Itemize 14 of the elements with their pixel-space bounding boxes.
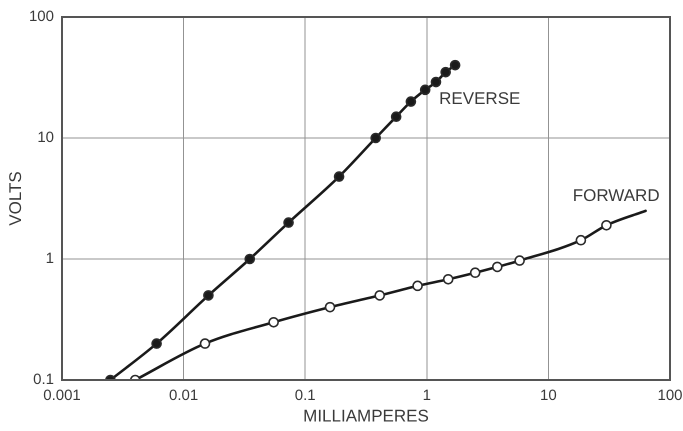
x-tick-label: 10 [540, 387, 557, 404]
x-tick-label: 0.1 [294, 387, 316, 404]
series-label: FORWARD [572, 186, 660, 205]
x-tick-label: 0.001 [43, 387, 81, 404]
x-axis-title: MILLIAMPERES [303, 406, 429, 426]
series-label: REVERSE [439, 89, 520, 108]
y-tick-label: 100 [28, 8, 54, 26]
y-tick-label: 0.1 [33, 371, 54, 388]
y-tick-label: 1 [46, 250, 54, 268]
y-axis-title: VOLTS [6, 171, 25, 226]
x-tick-label: 0.01 [169, 387, 198, 404]
y-tick-label: 10 [37, 129, 54, 146]
x-tick-label: 100 [657, 387, 683, 404]
x-tick-label: 1 [422, 387, 431, 404]
